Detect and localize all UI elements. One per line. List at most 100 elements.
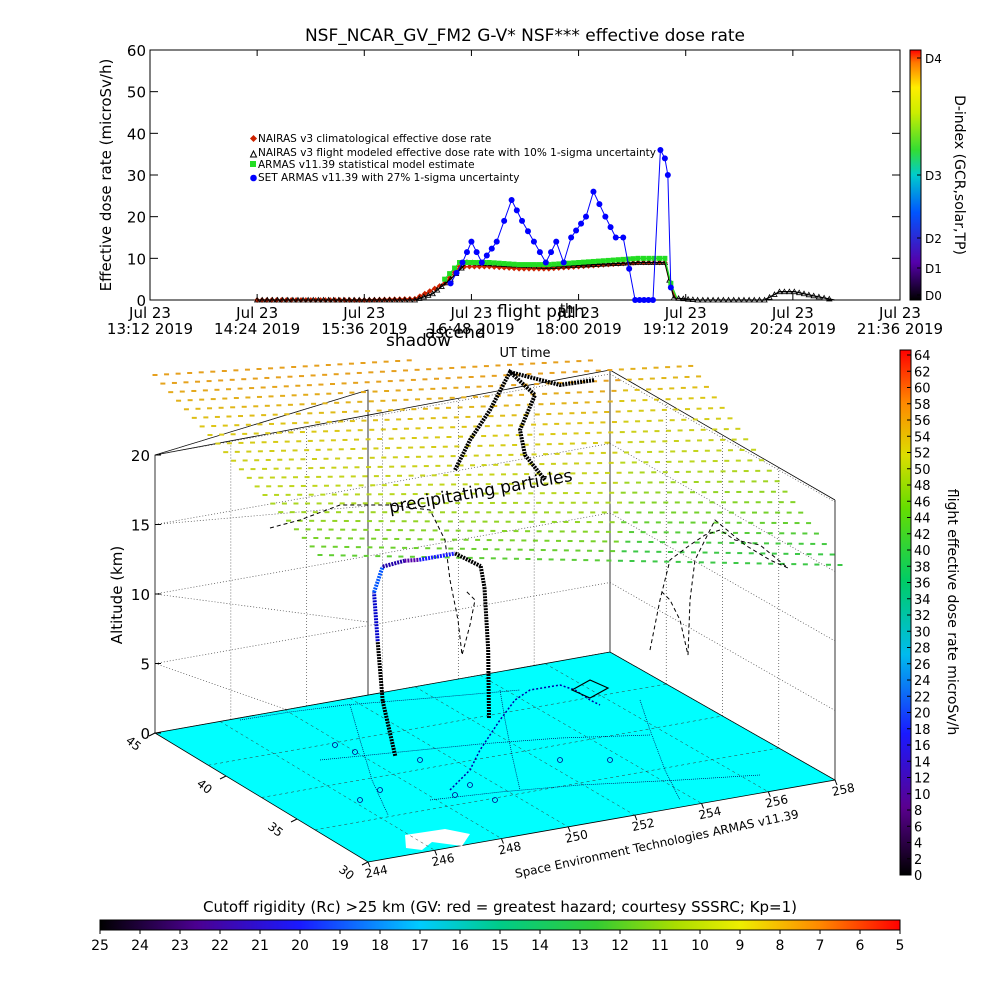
flight-track [372, 368, 596, 757]
dose-tick-label: 32 [914, 609, 931, 624]
boundary-blob [352, 749, 358, 755]
data-point [656, 259, 663, 265]
data-point [641, 297, 648, 303]
data-point [420, 293, 427, 300]
data-point [615, 257, 621, 263]
dose-tick-label: 42 [914, 528, 931, 543]
dose-tick-label: 10 [914, 788, 931, 803]
lat-tick [361, 861, 369, 866]
legend-label: NAIRAS v3 climatological effective dose … [258, 133, 491, 145]
dose-field [152, 359, 843, 566]
x-tick-label-date: Jul 23 [771, 304, 814, 322]
data-point [596, 201, 603, 208]
data-point [269, 296, 276, 303]
y-tick-label: 50 [127, 84, 146, 102]
data-point [294, 296, 302, 303]
legend-marker-triangle [249, 149, 258, 158]
z-tick-label: 10 [131, 586, 150, 604]
data-point [607, 224, 614, 231]
data-point [646, 255, 652, 261]
dose-tick-label: 56 [914, 414, 931, 429]
data-point [491, 260, 497, 266]
data-point [675, 295, 682, 301]
data-point [429, 290, 436, 297]
dose-tick-label: 2 [914, 853, 922, 868]
data-point [386, 296, 393, 303]
dose-tick-label: 36 [914, 577, 931, 592]
rc-tick-label: 17 [411, 938, 429, 954]
lon-tick-label: 244 [364, 862, 389, 880]
y-axis-label: Effective dose rate (microSv/h) [97, 59, 115, 292]
lon-tick [500, 838, 504, 844]
overlay-label-th: th [560, 302, 573, 317]
boundary-blob [357, 797, 363, 803]
d-index-label: D4 [925, 52, 942, 66]
dose-tick-label: 58 [914, 398, 931, 413]
data-point [425, 291, 432, 298]
data-point [684, 295, 692, 302]
data-point [751, 296, 758, 303]
y-tick-label: 30 [127, 167, 146, 185]
floor-grid-line [414, 686, 635, 816]
legend-item-nairas-flight: NAIRAS v3 flight modeled effective dose … [249, 147, 656, 159]
d-index-label: D2 [925, 232, 942, 246]
grid-line [154, 593, 369, 623]
z-axis-label: Altitude (km) [108, 546, 126, 644]
boundary-blob [377, 787, 383, 793]
grid-line [154, 389, 369, 456]
rc-tick-label: 20 [291, 938, 309, 954]
data-point [310, 296, 317, 303]
data-point [600, 258, 606, 264]
z-tick-label: 15 [131, 517, 150, 535]
data-point [524, 228, 531, 235]
data-point [548, 249, 555, 256]
data-point [620, 234, 627, 241]
lon-tick [634, 814, 638, 821]
x-tick-label-time: 15:36 2019 [321, 320, 407, 338]
x-tick-label-date: Jul 23 [342, 304, 385, 322]
data-point [605, 257, 611, 263]
series-group [253, 147, 835, 303]
data-point [434, 286, 441, 293]
legend-label: ARMAS v11.39 statistical model estimate [258, 159, 475, 171]
legend-marker-circle [250, 174, 257, 182]
dose-tick-label: 22 [914, 690, 931, 705]
dose-tick-label: 8 [914, 804, 922, 819]
y-tick-label: 10 [127, 250, 146, 268]
track-segment [478, 565, 487, 588]
y-tick-label: 0 [136, 292, 146, 310]
data-point [590, 258, 596, 264]
rc-tick-label: 11 [651, 938, 669, 954]
data-point [583, 213, 590, 220]
data-point [740, 296, 748, 303]
data-point [791, 288, 798, 295]
data-point [694, 296, 701, 303]
data-point [630, 256, 636, 262]
state-border [239, 689, 521, 721]
x-tick-label-date: Jul 23 [128, 304, 171, 322]
legend-label: SET ARMAS v11.39 with 27% 1-sigma uncert… [258, 172, 520, 184]
data-point [391, 296, 398, 303]
data-point [590, 188, 597, 195]
dose-tick-label: 54 [914, 430, 931, 445]
rc-tick-label: 15 [491, 938, 509, 954]
data-point [361, 296, 368, 303]
data-point [826, 295, 833, 302]
data-point [304, 296, 312, 303]
data-point [381, 296, 388, 303]
lon-tick-label: 252 [631, 816, 656, 834]
track-upper [453, 368, 547, 482]
data-point [605, 260, 612, 267]
data-point [756, 296, 763, 303]
x-tick-label-time: 20:24 2019 [750, 320, 836, 338]
dose-tick-label: 24 [914, 674, 931, 689]
data-point [447, 271, 453, 277]
boundary-blob [332, 742, 338, 748]
data-point [478, 259, 485, 266]
data-point [626, 265, 633, 272]
data-point [473, 249, 480, 256]
data-point [590, 261, 597, 267]
data-point [536, 262, 542, 268]
